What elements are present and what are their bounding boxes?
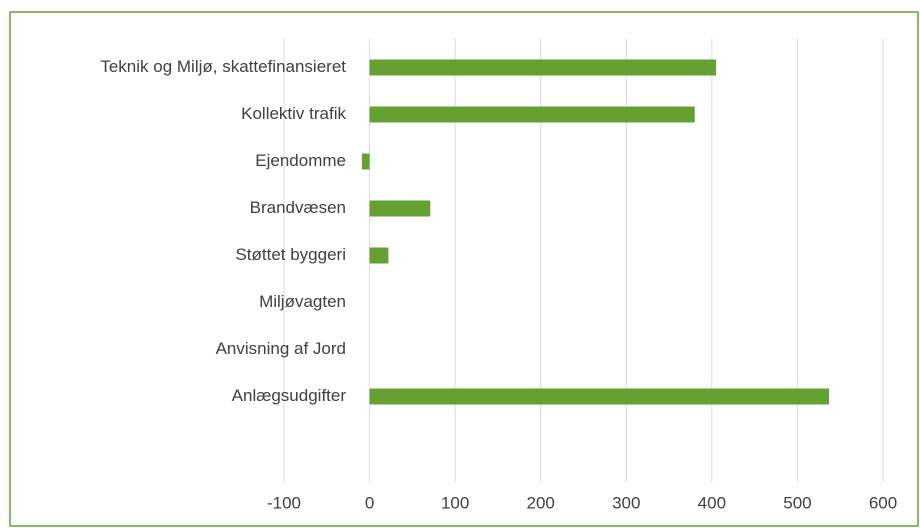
bar [369,247,389,264]
bar [369,106,695,123]
x-tick-label: 0 [365,493,374,512]
bar [369,59,717,76]
x-tick-label: 400 [698,493,726,512]
x-tick-label: 100 [441,493,469,512]
y-tick-label: Brandvæsen [250,198,346,217]
y-tick-label: Ejendomme [255,151,346,170]
chart-frame [9,11,919,527]
y-tick-label: Anvisning af Jord [216,339,346,358]
y-tick-label: Miljøvagten [259,292,346,311]
x-tick-label: 600 [869,493,897,512]
bar [361,153,370,170]
x-tick-label: 500 [783,493,811,512]
bar [369,388,830,405]
y-tick-label: Teknik og Miljø, skattefinansieret [100,57,346,76]
y-tick-label: Støttet byggeri [235,245,346,264]
x-tick-label: 200 [527,493,555,512]
x-tick-label: -100 [267,493,301,512]
x-tick-label: 300 [612,493,640,512]
y-tick-label: Anlægsudgifter [232,386,347,405]
bar [369,200,431,217]
y-tick-label: Kollektiv trafik [241,104,346,123]
